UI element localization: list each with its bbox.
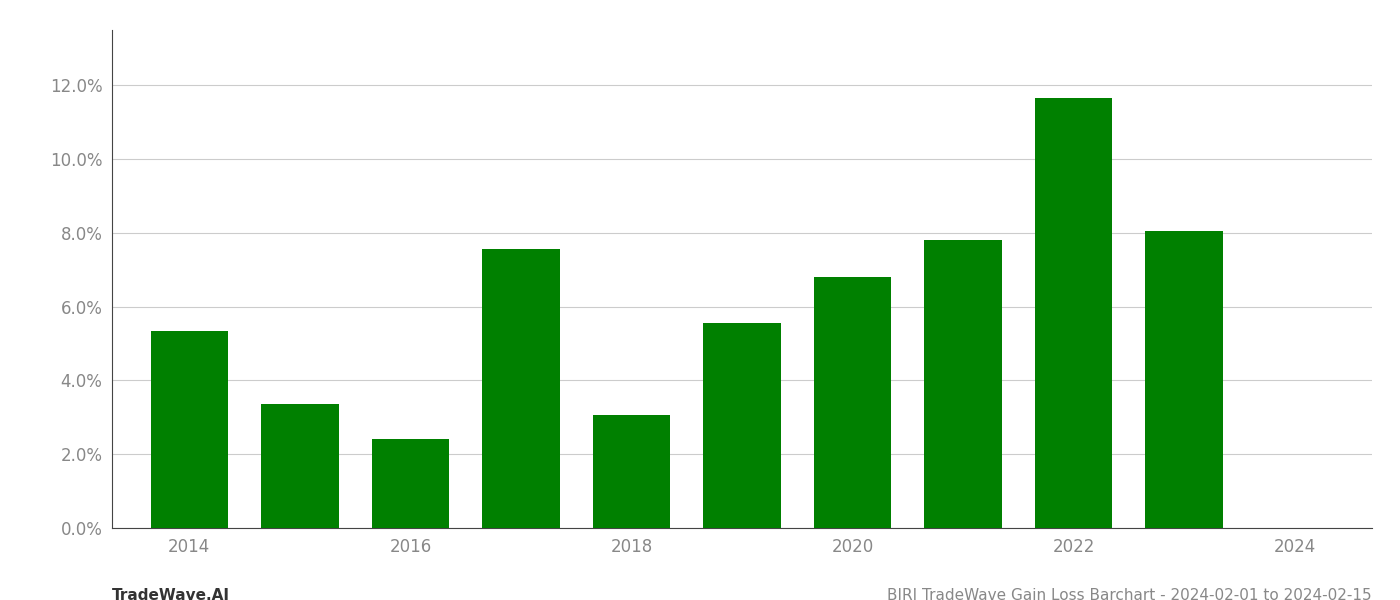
Bar — [924, 240, 1002, 528]
Bar — [813, 277, 892, 528]
Bar — [592, 415, 671, 528]
Text: TradeWave.AI: TradeWave.AI — [112, 588, 230, 600]
Bar — [372, 439, 449, 528]
Bar — [262, 404, 339, 528]
Text: BJRI TradeWave Gain Loss Barchart - 2024-02-01 to 2024-02-15: BJRI TradeWave Gain Loss Barchart - 2024… — [888, 588, 1372, 600]
Bar — [703, 323, 781, 528]
Bar — [1145, 231, 1222, 528]
Bar — [151, 331, 228, 528]
Bar — [1035, 98, 1112, 528]
Bar — [482, 250, 560, 528]
